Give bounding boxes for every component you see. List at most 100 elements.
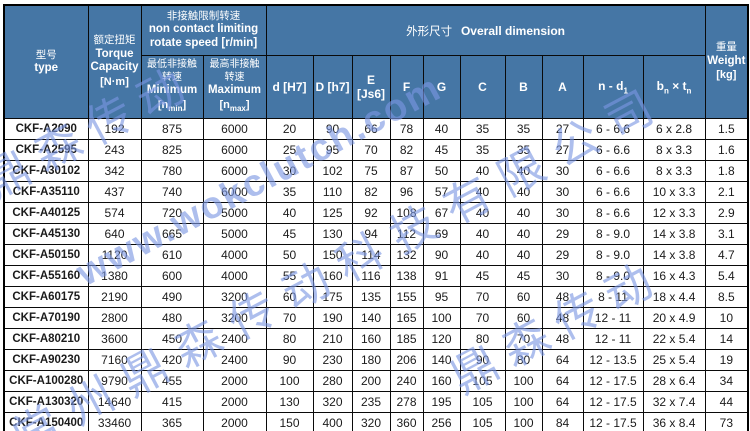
model-cell: CKF-A45130: [3, 223, 89, 245]
value-cell: 16 x 4.3: [642, 265, 706, 287]
weight-label-zh: 重量: [715, 41, 737, 54]
value-cell: 114: [351, 244, 391, 266]
value-cell: 70: [459, 286, 506, 308]
value-cell: 100: [504, 391, 543, 413]
torque-unit: [N·m]: [100, 76, 129, 89]
value-cell: 3200: [202, 286, 267, 308]
value-cell: 33460: [87, 412, 142, 431]
value-cell: 437: [87, 181, 142, 203]
value-cell: 455: [140, 370, 204, 392]
model-cell: CKF-A60175: [3, 286, 89, 308]
value-cell: 100: [504, 370, 543, 392]
value-cell: 150: [265, 412, 314, 431]
value-cell: 66: [351, 118, 391, 140]
value-cell: 175: [312, 286, 353, 308]
value-cell: 160: [351, 328, 391, 350]
value-cell: 2400: [202, 349, 267, 371]
value-cell: 80: [265, 328, 314, 350]
value-cell: 125: [312, 202, 353, 224]
value-cell: 190: [312, 307, 353, 329]
clutch-spec-table: 型号 type 额定扭矩 Torque Capacity [N·m] 非接触限制…: [3, 4, 750, 431]
value-cell: 195: [422, 391, 461, 413]
model-cell: CKF-A55160: [3, 265, 89, 287]
value-cell: 36 x 8.4: [642, 412, 706, 431]
model-cell: CKF-A35110: [3, 181, 89, 203]
value-cell: 50: [265, 244, 314, 266]
value-cell: 6000: [202, 118, 267, 140]
value-cell: 73: [704, 412, 749, 431]
value-cell: 5000: [202, 223, 267, 245]
value-cell: 875: [140, 118, 204, 140]
value-cell: 75: [351, 160, 391, 182]
value-cell: 12 x 3.3: [642, 202, 706, 224]
model-cell: CKF-A2090: [3, 118, 89, 140]
value-cell: 2.1: [704, 181, 749, 203]
value-cell: 4000: [202, 244, 267, 266]
col-header-B: B: [504, 55, 543, 119]
value-cell: 100: [265, 370, 314, 392]
col-header-E: E [Js6]: [351, 55, 391, 119]
weight-unit: [kg]: [716, 69, 737, 82]
value-cell: 2000: [202, 391, 267, 413]
value-cell: 91: [422, 265, 461, 287]
value-cell: 342: [87, 160, 142, 182]
table-row: CKF-A2090 192 875 6000 20 90 66 78 40 35 35 27 6 - 6…: [3, 118, 749, 140]
value-cell: 3600: [87, 328, 142, 350]
value-cell: 30: [541, 160, 584, 182]
dimension-group-label: 外形尺寸 Overall dimension: [406, 22, 565, 39]
value-cell: 8 - 9.0: [582, 265, 644, 287]
value-cell: 8 - 9.0: [582, 244, 644, 266]
value-cell: 140: [422, 349, 461, 371]
value-cell: 243: [87, 139, 142, 161]
value-cell: 90: [265, 349, 314, 371]
value-cell: 100: [422, 307, 461, 329]
value-cell: 34: [704, 370, 749, 392]
value-cell: 4.7: [704, 244, 749, 266]
value-cell: 27: [541, 118, 584, 140]
value-cell: 3.1: [704, 223, 749, 245]
value-cell: 320: [312, 391, 353, 413]
value-cell: 82: [351, 181, 391, 203]
value-cell: 480: [140, 307, 204, 329]
value-cell: 9790: [87, 370, 142, 392]
value-cell: 25 x 5.4: [642, 349, 706, 371]
value-cell: 720: [140, 202, 204, 224]
value-cell: 12 - 17.5: [582, 370, 644, 392]
value-cell: 138: [389, 265, 424, 287]
table-row: CKF-A90230 7160 420 2400 90 230 180 206 140 90 80 6…: [3, 349, 749, 371]
value-cell: 40: [504, 244, 543, 266]
value-cell: 192: [87, 118, 142, 140]
torque-label-en2: Capacity: [90, 61, 139, 74]
value-cell: 1.8: [704, 160, 749, 182]
value-cell: 6 - 6.6: [582, 181, 644, 203]
value-cell: 740: [140, 181, 204, 203]
value-cell: 6000: [202, 139, 267, 161]
model-cell: CKF-A80210: [3, 328, 89, 350]
value-cell: 12 - 11: [582, 328, 644, 350]
value-cell: 40: [459, 181, 506, 203]
type-label-zh: 型号: [35, 48, 57, 61]
col-header-C: C: [459, 55, 506, 119]
value-cell: 2000: [202, 370, 267, 392]
value-cell: 20: [265, 118, 314, 140]
value-cell: 825: [140, 139, 204, 161]
value-cell: 450: [140, 328, 204, 350]
value-cell: 206: [389, 349, 424, 371]
value-cell: 70: [265, 307, 314, 329]
value-cell: 780: [140, 160, 204, 182]
col-header-A: A: [541, 55, 584, 119]
value-cell: 490: [140, 286, 204, 308]
value-cell: 29: [541, 244, 584, 266]
value-cell: 14 x 3.8: [642, 244, 706, 266]
value-cell: 40: [459, 160, 506, 182]
value-cell: 5.4: [704, 265, 749, 287]
value-cell: 35: [504, 118, 543, 140]
value-cell: 40: [504, 202, 543, 224]
max-symbol: [nmax]: [219, 99, 250, 114]
value-cell: 14: [704, 328, 749, 350]
col-header-d: d [H7]: [265, 55, 314, 119]
value-cell: 12 - 13.5: [582, 349, 644, 371]
value-cell: 14 x 3.8: [642, 223, 706, 245]
value-cell: 30: [541, 202, 584, 224]
value-cell: 69: [422, 223, 461, 245]
